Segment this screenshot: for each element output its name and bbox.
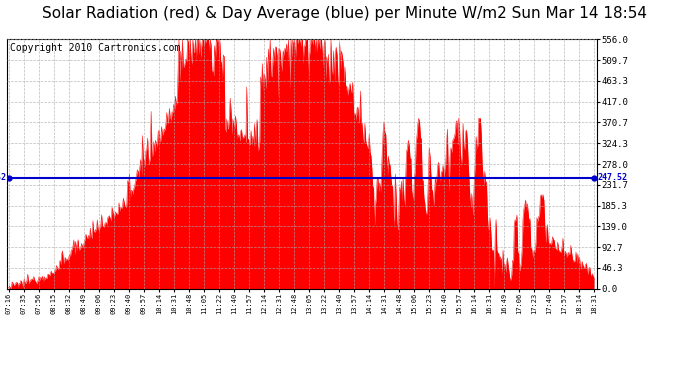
Text: 247.52: 247.52 <box>598 173 628 182</box>
Text: 247.52: 247.52 <box>0 173 6 182</box>
Text: Copyright 2010 Cartronics.com: Copyright 2010 Cartronics.com <box>10 43 180 53</box>
Text: Solar Radiation (red) & Day Average (blue) per Minute W/m2 Sun Mar 14 18:54: Solar Radiation (red) & Day Average (blu… <box>43 6 647 21</box>
